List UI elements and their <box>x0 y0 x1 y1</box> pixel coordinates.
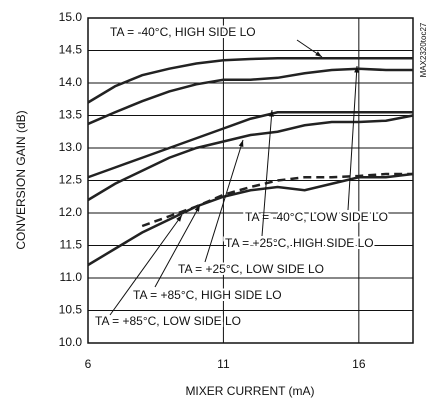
y-tick-label: 11.5 <box>60 238 83 252</box>
series-line <box>87 114 414 202</box>
y-tick-label: 10.0 <box>59 335 83 349</box>
series-label: TA = +85°C, HIGH SIDE LO <box>133 288 282 302</box>
series-line <box>87 57 413 104</box>
y-tick-label: 15.0 <box>59 10 83 24</box>
arrow-head <box>176 215 182 222</box>
y-axis-label: CONVERSION GAIN (dB) <box>14 110 28 249</box>
y-tick-label: 13.0 <box>59 140 83 154</box>
series-line <box>87 111 413 179</box>
series-line <box>141 172 413 228</box>
y-tick-label: 12.0 <box>59 205 83 219</box>
arrow-head <box>354 66 359 73</box>
series-label: TA = -40°C, HIGH SIDE LO <box>110 25 256 39</box>
annotation-arrow <box>204 139 244 263</box>
y-tick-label: 11.0 <box>60 270 83 284</box>
arrow-head <box>194 205 200 212</box>
annotation-arrow <box>347 65 358 211</box>
y-tick-label: 10.5 <box>59 303 83 317</box>
annotation-arrow <box>109 214 183 316</box>
series-label: TA = +25°C, LOW SIDE LO <box>178 262 324 276</box>
arrow-head <box>269 110 274 117</box>
x-tick-label: 6 <box>85 357 92 371</box>
arrow-head <box>315 51 322 57</box>
annotation-arrow <box>261 109 273 237</box>
y-tick-label: 12.5 <box>59 173 83 187</box>
series-line <box>87 172 414 267</box>
y-tick-label: 13.5 <box>59 108 83 122</box>
x-tick-label: 16 <box>352 357 366 371</box>
plot-frame <box>87 17 414 344</box>
series-label: TA = -40°C, LOW SIDE LO <box>245 210 388 224</box>
series-label: TA = +85°C, LOW SIDE LO <box>95 314 241 328</box>
arrow-head <box>238 140 244 147</box>
series-label: TA = +25°C, HIGH SIDE LO <box>225 236 374 250</box>
series-line <box>87 67 413 126</box>
annotation-arrow <box>154 204 201 288</box>
watermark: MAX2320toc27 <box>419 22 428 77</box>
y-tick-label: 14.0 <box>59 75 83 89</box>
x-axis-label: MIXER CURRENT (mA) <box>185 384 314 398</box>
x-tick-label: 11 <box>217 357 230 371</box>
y-tick-label: 14.5 <box>59 43 83 57</box>
